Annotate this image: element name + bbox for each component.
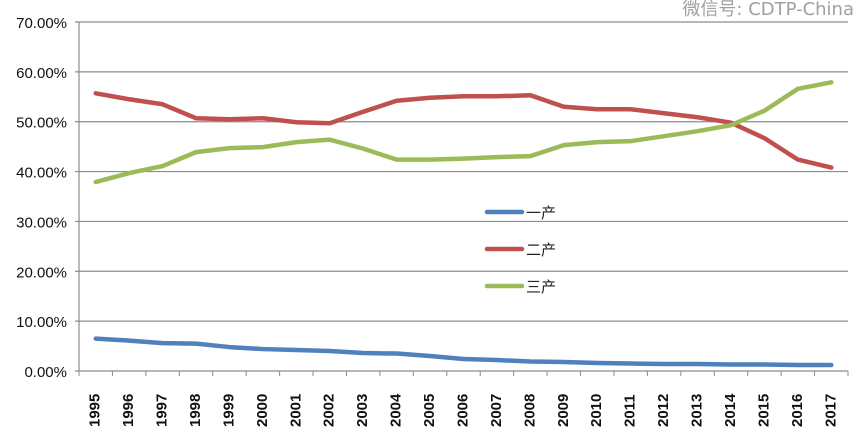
x-tick-label: 2013: [689, 394, 706, 427]
x-tick-label: 2005: [421, 394, 438, 427]
x-tick-label: 2009: [555, 394, 572, 427]
y-tick-label: 60.00%: [16, 65, 67, 82]
x-tick-label: 1997: [154, 394, 171, 427]
y-tick-label: 40.00%: [16, 165, 67, 182]
legend-label: 二产: [526, 241, 556, 259]
x-tick-label: 2017: [822, 394, 839, 427]
x-tick-label: 1998: [187, 394, 204, 427]
y-tick-label: 30.00%: [16, 214, 67, 231]
x-tick-label: 2010: [588, 394, 605, 427]
legend-label: 一产: [526, 204, 556, 222]
x-tick-label: 2001: [287, 394, 304, 427]
watermark: 微信号: CDTP-China: [682, 0, 854, 20]
y-tick-label: 0.00%: [24, 364, 67, 381]
y-tick-label: 20.00%: [16, 264, 67, 281]
x-tick-label: 2007: [488, 394, 505, 427]
x-tick-label: 2006: [454, 394, 471, 427]
x-tick-label: 2011: [622, 394, 639, 427]
x-tick-label: 1996: [120, 394, 137, 427]
x-tick-label: 2008: [521, 394, 538, 427]
x-tick-label: 2015: [755, 394, 772, 427]
x-tick-label: 2000: [254, 394, 271, 427]
series-line-1: [93, 336, 834, 368]
x-tick-label: 1995: [87, 394, 104, 427]
x-tick-label: 2003: [354, 394, 371, 427]
x-tick-label: 2004: [388, 393, 405, 427]
x-tick-label: 2014: [722, 393, 739, 427]
x-tick-label: 2012: [655, 394, 672, 427]
y-tick-label: 50.00%: [16, 115, 67, 132]
y-tick-label: 10.00%: [16, 314, 67, 331]
y-tick-label: 70.00%: [16, 15, 67, 32]
legend-label: 三产: [526, 278, 556, 296]
x-tick-label: 2016: [789, 394, 806, 427]
x-tick-label: 2002: [321, 394, 338, 427]
x-tick-label: 1999: [220, 394, 237, 427]
